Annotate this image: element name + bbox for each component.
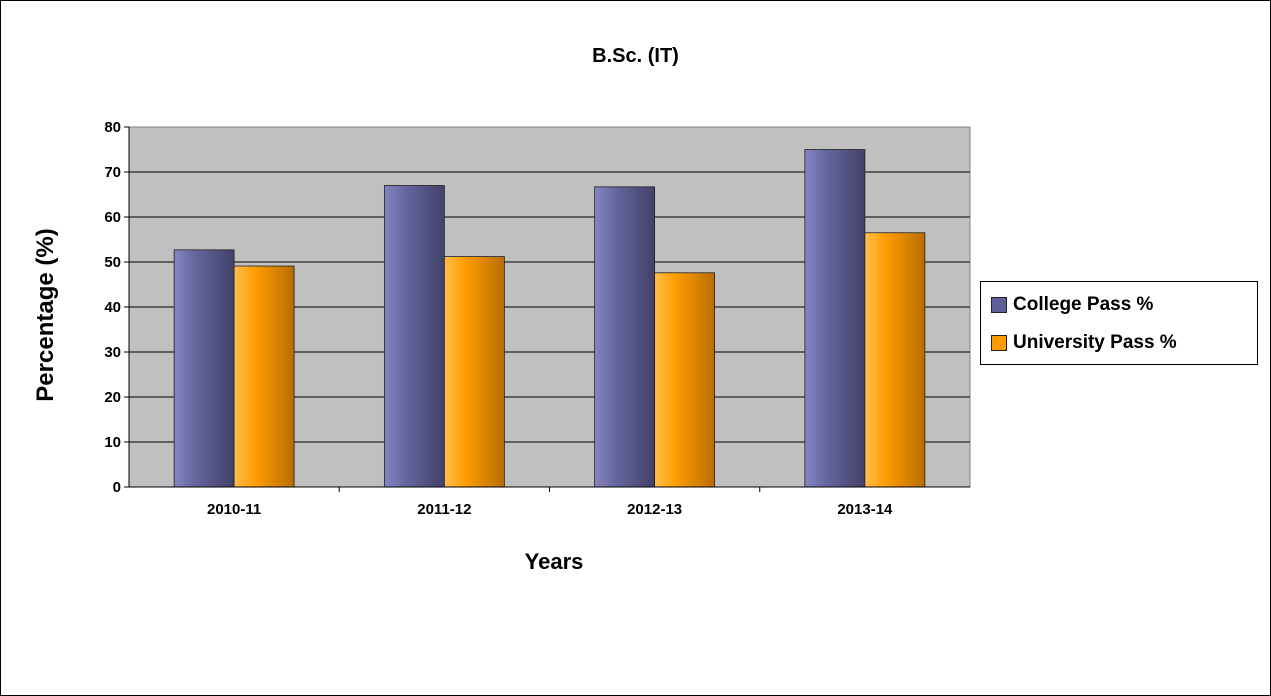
bar-college-2013-14 xyxy=(804,149,866,488)
bar-college-2011-12 xyxy=(383,185,445,488)
x-axis-label: Years xyxy=(524,549,584,574)
legend-label-university: University Pass % xyxy=(1013,332,1177,353)
y-tick-label: 60 xyxy=(104,209,121,226)
legend-item-college: College Pass % xyxy=(991,294,1153,316)
legend-item-university: University Pass % xyxy=(991,332,1177,354)
x-tick-label: 2012-13 xyxy=(627,501,682,518)
x-tick-label: 2011-12 xyxy=(417,501,471,518)
bar-college-2012-13 xyxy=(594,186,656,488)
legend: College Pass % University Pass % xyxy=(980,281,1258,365)
bar-university-2013-14 xyxy=(864,232,926,488)
legend-swatch-college xyxy=(991,297,1007,313)
legend-swatch-university xyxy=(991,335,1007,351)
chart-title: B.Sc. (IT) xyxy=(592,45,679,67)
legend-label-college: College Pass % xyxy=(1013,294,1154,315)
y-tick-label: 40 xyxy=(104,299,121,316)
y-tick-label: 20 xyxy=(104,389,121,406)
y-tick-label: 50 xyxy=(104,254,121,271)
bar-university-2010-11 xyxy=(233,265,295,488)
y-tick-label: 30 xyxy=(104,344,121,361)
x-axis-ticks: 2010-11 2011-12 2012-13 2013-14 xyxy=(207,487,893,518)
y-tick-label: 80 xyxy=(104,119,121,136)
bar-college-2010-11 xyxy=(173,249,235,488)
y-tick-label: 70 xyxy=(104,164,121,181)
bar-university-2012-13 xyxy=(654,272,716,488)
x-tick-label: 2013-14 xyxy=(837,501,893,518)
bar-university-2011-12 xyxy=(443,256,505,488)
bars-group xyxy=(173,149,926,488)
y-axis-ticks: 0 10 20 30 40 50 60 70 80 xyxy=(104,119,129,496)
x-tick-label: 2010-11 xyxy=(207,501,261,518)
y-tick-label: 0 xyxy=(113,479,121,496)
y-tick-label: 10 xyxy=(104,434,121,451)
